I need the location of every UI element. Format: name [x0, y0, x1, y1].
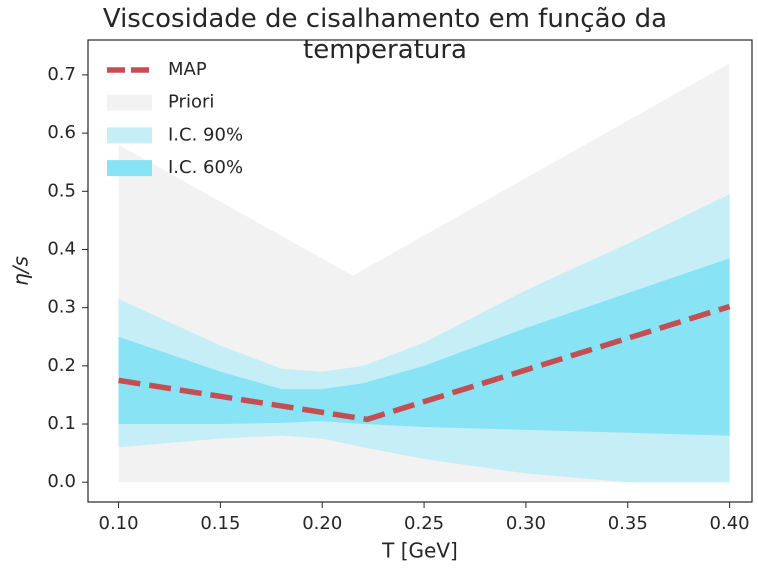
legend: MAP Priori I.C. 90% I.C. 60%	[107, 59, 243, 178]
x-tick-label: 0.40	[710, 513, 750, 534]
legend-label: MAP	[168, 59, 207, 80]
x-tick-label: 0.10	[99, 513, 139, 534]
legend-swatch	[107, 160, 152, 177]
ticks: 0.10 0.15 0.20 0.25 0.30 0.35 0.40 0.0 0.1 0.2 0.3…	[47, 64, 749, 534]
x-tick-label: 0.20	[302, 513, 342, 534]
y-tick-label: 0.0	[47, 471, 76, 492]
legend-label: Priori	[168, 92, 214, 113]
x-axis-label: T [GeV]	[381, 539, 458, 563]
y-tick-label: 0.7	[47, 64, 76, 85]
y-tick-label: 0.4	[47, 238, 76, 259]
legend-label: I.C. 90%	[168, 124, 243, 145]
bands	[118, 63, 730, 483]
chart-title: Viscosidade de cisalhamento em função da…	[102, 4, 668, 65]
lines	[118, 303, 731, 423]
y-tick-label: 0.1	[47, 413, 76, 434]
x-tick-label: 0.30	[506, 513, 546, 534]
axes-frame	[87, 39, 753, 503]
legend-swatch	[107, 94, 152, 111]
x-tick-label: 0.25	[404, 513, 444, 534]
map-line	[118, 303, 731, 423]
y-tick-label: 0.5	[47, 180, 76, 201]
y-tick-label: 0.2	[47, 355, 76, 376]
legend-label: I.C. 60%	[168, 157, 243, 178]
x-tick-label: 0.35	[608, 513, 648, 534]
y-axis-label: η/s	[9, 256, 33, 286]
y-tick-label: 0.3	[47, 297, 76, 318]
legend-swatch	[107, 127, 152, 144]
x-tick-label: 0.15	[200, 513, 240, 534]
band-area	[118, 258, 730, 436]
y-tick-label: 0.6	[47, 122, 76, 143]
